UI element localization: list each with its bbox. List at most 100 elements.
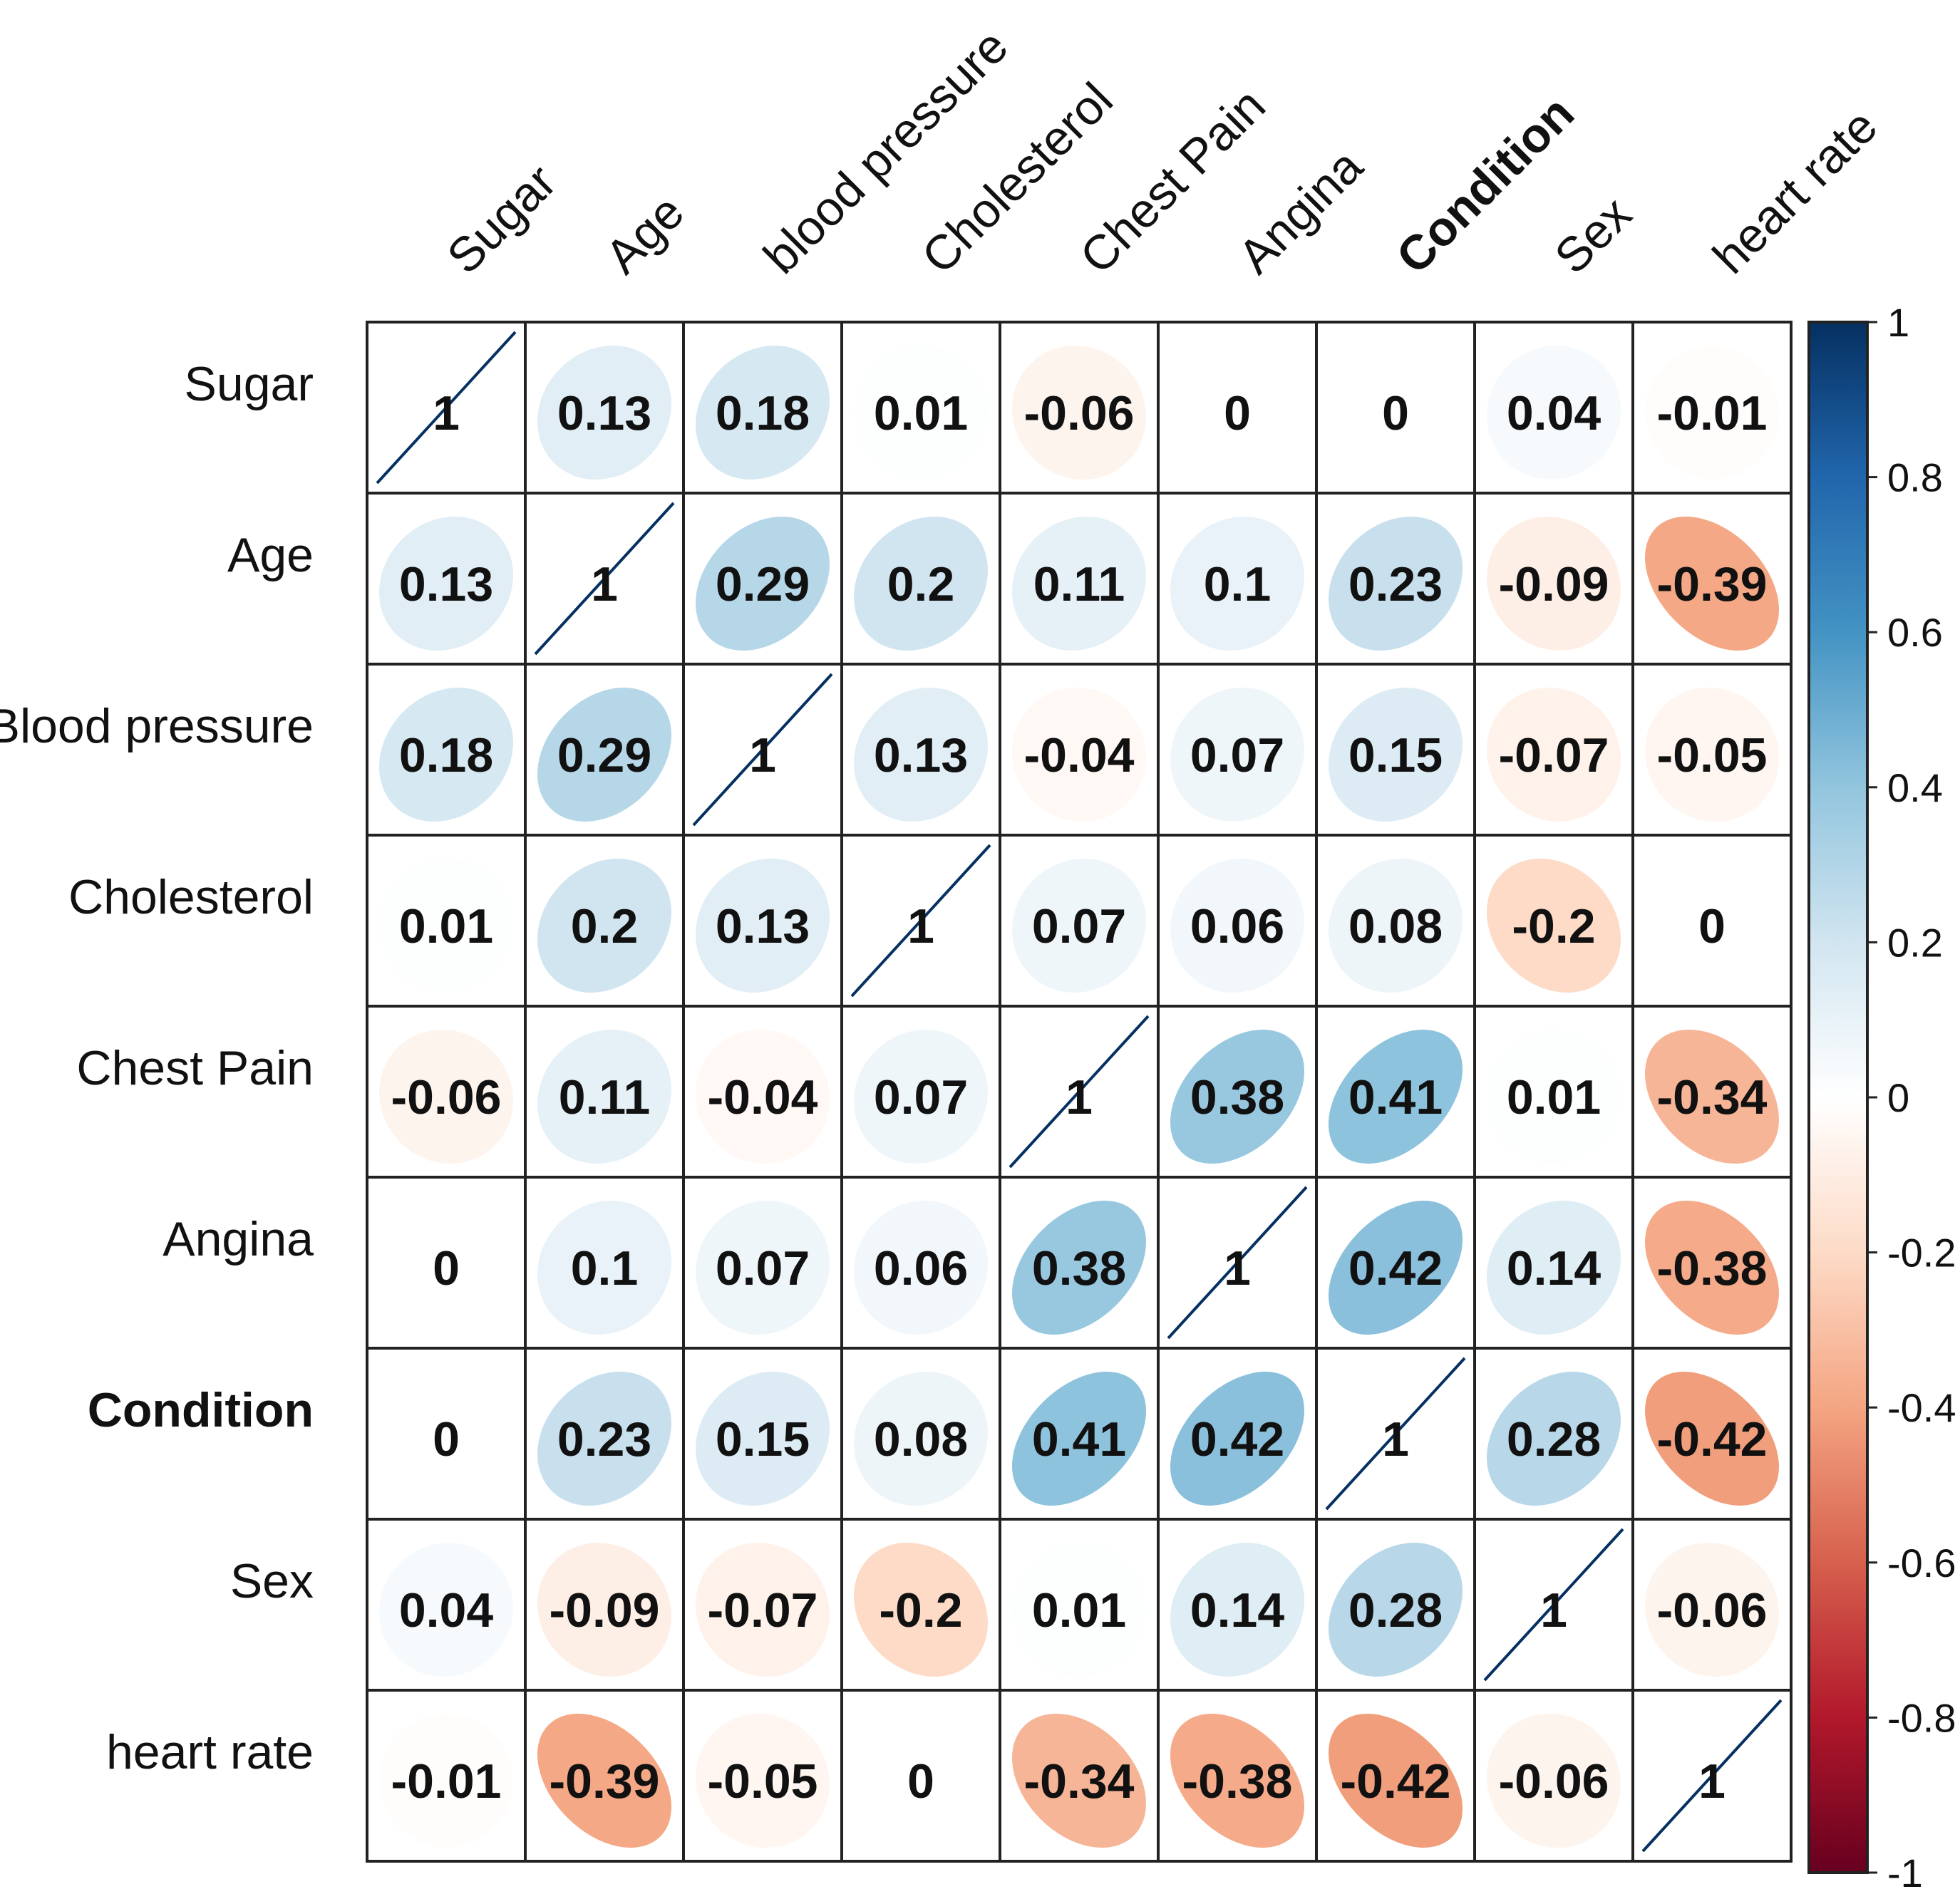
value-label: -0.04 <box>708 1070 818 1124</box>
correlation-ellipse <box>1645 1372 1780 1506</box>
value-label: 1 <box>1540 1583 1567 1637</box>
cell-sex-age: -0.09 <box>524 1518 685 1692</box>
value-label: 1 <box>907 899 934 953</box>
value-label: 0.1 <box>1204 557 1272 611</box>
cell-age-chest-pain: 0.11 <box>999 492 1160 666</box>
row-label-condition: Condition <box>88 1383 314 1437</box>
correlation-ellipse <box>537 1542 672 1677</box>
cell-angina-angina: 1 <box>1157 1176 1318 1350</box>
row-label-chest-pain: Chest Pain <box>76 1041 314 1095</box>
correlation-ellipse <box>854 516 989 651</box>
value-label: 0.18 <box>716 386 810 440</box>
row-label-blood-pressure: Blood pressure <box>0 699 314 753</box>
correlation-ellipse <box>379 1714 514 1848</box>
correlation-ellipse <box>854 1030 989 1164</box>
value-label: 0.41 <box>1348 1070 1443 1124</box>
correlation-ellipse <box>696 1372 830 1506</box>
correlation-ellipse <box>695 517 830 651</box>
cell-blood-pressure-chest-pain: -0.04 <box>999 663 1160 837</box>
cell-sex-heart-rate: -0.06 <box>1631 1518 1793 1692</box>
correlation-ellipse <box>379 687 514 822</box>
correlation-ellipse <box>1329 1029 1463 1164</box>
cell-angina-chest-pain: 0.38 <box>999 1176 1160 1350</box>
cell-condition-cholesterol: 0.08 <box>840 1347 1001 1521</box>
cell-condition-angina: 0.42 <box>1157 1347 1318 1521</box>
correlation-ellipse <box>1011 1543 1146 1677</box>
cell-heart-rate-condition: -0.42 <box>1315 1689 1476 1863</box>
value-label: 0.07 <box>1190 728 1284 782</box>
value-label: 0.15 <box>716 1412 810 1466</box>
diagonal-line-mark <box>376 331 517 485</box>
correlation-ellipse <box>537 1200 671 1335</box>
cell-angina-sugar: 0 <box>366 1176 527 1350</box>
cell-chest-pain-condition: 0.41 <box>1315 1005 1476 1179</box>
cell-sex-sex: 1 <box>1473 1518 1634 1692</box>
cell-blood-pressure-sugar: 0.18 <box>366 663 527 837</box>
value-label: 0.01 <box>399 899 493 953</box>
cell-heart-rate-age: -0.39 <box>524 1689 685 1863</box>
correlation-ellipse <box>1329 687 1463 822</box>
cell-heart-rate-heart-rate: 1 <box>1631 1689 1793 1863</box>
cell-age-cholesterol: 0.2 <box>840 492 1001 666</box>
value-label: 0.13 <box>716 899 810 953</box>
cell-condition-condition: 1 <box>1315 1347 1476 1521</box>
value-label: 0.23 <box>1348 557 1443 611</box>
cell-angina-sex: 0.14 <box>1473 1176 1634 1350</box>
value-label: 0.18 <box>399 728 493 782</box>
cell-angina-cholesterol: 0.06 <box>840 1176 1001 1350</box>
value-label: 0.01 <box>1032 1583 1126 1637</box>
cell-blood-pressure-sex: -0.07 <box>1473 663 1634 837</box>
cell-age-age: 1 <box>524 492 685 666</box>
cell-heart-rate-cholesterol: 0 <box>840 1689 1001 1863</box>
diagonal-line-mark <box>850 844 991 998</box>
correlation-ellipse <box>1170 1542 1304 1677</box>
correlation-ellipse <box>379 1372 513 1506</box>
value-label: -0.07 <box>1499 728 1609 782</box>
col-label-heart-rate: heart rate <box>1703 99 1888 284</box>
value-label: 0.04 <box>399 1583 494 1637</box>
cell-sugar-cholesterol: 0.01 <box>840 321 1001 495</box>
value-label: 0.01 <box>1507 1070 1601 1124</box>
correlation-ellipse <box>1486 858 1621 993</box>
diagonal-line-mark <box>1009 1015 1150 1169</box>
correlation-ellipse <box>854 1543 989 1677</box>
correlation-ellipse <box>696 345 830 480</box>
value-label: -0.09 <box>1499 557 1609 611</box>
correlation-ellipse <box>1645 1543 1780 1677</box>
cell-chest-pain-cholesterol: 0.07 <box>840 1005 1001 1179</box>
col-label-sex: Sex <box>1544 187 1642 284</box>
correlation-ellipse <box>379 1201 513 1335</box>
value-label: -0.09 <box>550 1583 660 1637</box>
colorbar-tick-label: -0.8 <box>1887 1695 1956 1740</box>
value-label: 0 <box>1224 386 1251 440</box>
value-label: 1 <box>1224 1241 1251 1295</box>
col-label-age: Age <box>595 185 694 284</box>
cell-sugar-age: 0.13 <box>524 321 685 495</box>
value-label: 0.2 <box>571 899 639 953</box>
cell-heart-rate-sugar: -0.01 <box>366 1689 527 1863</box>
value-label: 0.42 <box>1348 1241 1443 1295</box>
value-label: -0.2 <box>1512 899 1595 953</box>
cell-heart-rate-angina: -0.38 <box>1157 1689 1318 1863</box>
value-label: 0 <box>1382 386 1409 440</box>
correlation-ellipse <box>1328 517 1463 651</box>
cell-cholesterol-chest-pain: 0.07 <box>999 834 1160 1008</box>
value-label: 0.07 <box>874 1070 968 1124</box>
cell-cholesterol-age: 0.2 <box>524 834 685 1008</box>
colorbar-gradient <box>1809 322 1867 1873</box>
cell-angina-heart-rate: -0.38 <box>1631 1176 1793 1350</box>
cell-cholesterol-heart-rate: 0 <box>1631 834 1793 1008</box>
cell-blood-pressure-blood-pressure: 1 <box>682 663 843 837</box>
cell-sugar-condition: 0 <box>1315 321 1476 495</box>
value-label: -0.38 <box>1657 1241 1768 1295</box>
row-label-heart-rate: heart rate <box>106 1725 314 1779</box>
cell-condition-age: 0.23 <box>524 1347 685 1521</box>
correlation-ellipse <box>537 1372 672 1506</box>
value-label: -0.06 <box>391 1070 502 1124</box>
diagonal-line-mark <box>692 673 833 827</box>
value-label: 0 <box>907 1754 934 1808</box>
cell-chest-pain-sugar: -0.06 <box>366 1005 527 1179</box>
value-label: -0.07 <box>708 1583 818 1637</box>
cell-sex-angina: 0.14 <box>1157 1518 1318 1692</box>
